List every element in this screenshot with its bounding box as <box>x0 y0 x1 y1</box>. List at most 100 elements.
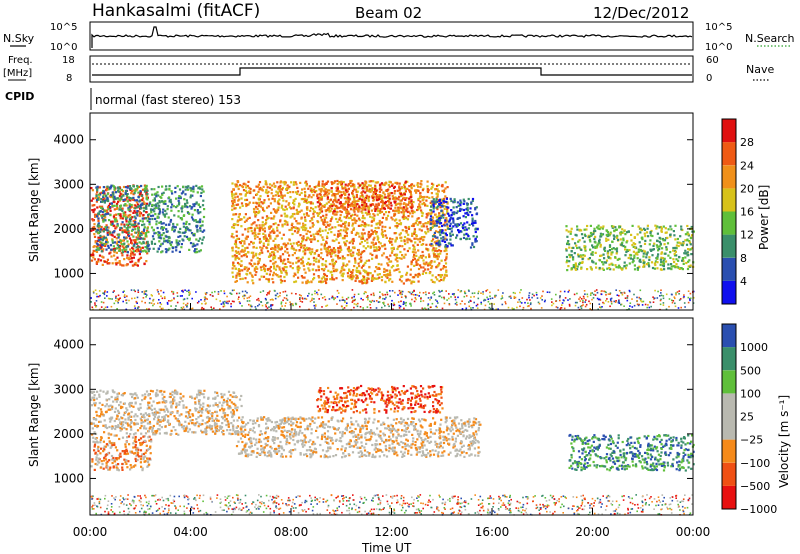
power-echo-cell <box>415 298 417 301</box>
power-echo-cell <box>390 260 393 263</box>
power-echo-cell <box>617 266 620 269</box>
power-echo-cell <box>115 251 118 254</box>
power-echo-cell <box>163 237 166 240</box>
power-echo-cell <box>622 239 625 242</box>
power-echo-cell <box>395 268 398 271</box>
power-echo-cell <box>372 203 375 206</box>
power-echo-cell <box>121 231 124 234</box>
power-echo-cell <box>403 240 406 243</box>
power-echo-cell <box>657 290 659 293</box>
power-echo-cell <box>565 225 568 228</box>
power-echo-cell <box>280 303 283 305</box>
power-echo-cell <box>107 199 110 202</box>
power-echo-cell <box>286 247 289 251</box>
power-echo-cell <box>257 197 260 200</box>
power-echo-cell <box>388 197 391 200</box>
power-echo-cell <box>130 233 133 236</box>
power-echo-cell <box>324 188 327 191</box>
power-echo-cell <box>132 220 135 223</box>
power-echo-cell <box>347 202 350 205</box>
power-echo-cell <box>289 261 292 264</box>
power-echo-cell <box>689 237 692 240</box>
power-echo-cell <box>264 223 267 226</box>
power-echo-cell <box>192 190 195 193</box>
power-echo-cell <box>242 250 245 253</box>
power-echo-cell <box>139 205 142 208</box>
power-echo-cell <box>256 193 259 196</box>
power-echo-cell <box>388 279 391 282</box>
power-echo-cell <box>396 189 399 192</box>
power-echo-cell <box>468 223 471 226</box>
power-echo-cell <box>339 210 342 213</box>
power-echo-cell <box>298 210 301 213</box>
power-echo-cell <box>189 242 193 245</box>
power-echo-cell <box>435 247 438 250</box>
power-echo-cell <box>234 240 237 243</box>
power-echo-cell <box>680 267 683 270</box>
power-echo-cell <box>129 206 132 209</box>
power-echo-cell <box>408 279 411 282</box>
power-echo-cell <box>269 252 272 255</box>
power-echo-cell <box>348 241 351 244</box>
power-echo-cell <box>97 260 100 263</box>
power-echo-cell <box>393 190 396 193</box>
power-echo-cell <box>158 200 161 203</box>
power-echo-cell <box>647 261 650 265</box>
power-echo-cell <box>653 262 656 265</box>
power-echo-cell <box>325 191 328 194</box>
power-echo-cell <box>132 245 135 248</box>
power-echo-cell <box>118 244 121 247</box>
power-echo-cell <box>335 269 338 273</box>
power-echo-cell <box>402 214 405 217</box>
power-echo-cell <box>436 184 439 188</box>
power-echo-cell <box>138 214 141 218</box>
power-echo-cell <box>620 267 623 270</box>
power-echo-cell <box>384 234 387 237</box>
power-echo-cell <box>194 251 197 254</box>
power-echo-cell <box>196 251 199 254</box>
nsky-panel-frame <box>89 21 694 51</box>
power-echo-cell <box>197 187 200 190</box>
power-echo-cell <box>126 196 129 199</box>
power-echo-cell <box>591 251 594 254</box>
power-echo-cell <box>309 238 312 241</box>
power-echo-cell <box>317 254 320 257</box>
power-echo-cell <box>398 189 401 192</box>
power-echo-cell <box>246 217 249 220</box>
power-echo-cell <box>130 205 133 208</box>
power-echo-cell <box>456 201 459 204</box>
power-echo-cell <box>594 235 597 238</box>
power-echo-cell <box>277 194 280 197</box>
power-echo-cell <box>320 277 323 280</box>
power-echo-cell <box>424 204 427 207</box>
power-echo-cell <box>183 231 186 234</box>
power-echo-cell <box>302 228 305 231</box>
power-echo-cell <box>296 271 299 274</box>
power-echo-cell <box>331 216 334 219</box>
power-echo-cell <box>107 204 110 207</box>
power-echo-cell <box>450 199 453 203</box>
power-echo-cell <box>348 276 351 279</box>
power-echo-cell <box>568 289 570 292</box>
power-echo-cell <box>325 265 328 268</box>
power-echo-cell <box>389 241 392 244</box>
power-echo-cell <box>449 222 452 225</box>
power-echo-cell <box>153 207 156 210</box>
power-echo-cell <box>129 210 132 213</box>
power-echo-cell <box>656 257 659 260</box>
power-echo-cell <box>390 247 393 250</box>
power-echo-cell <box>333 180 337 183</box>
power-echo-cell <box>235 279 238 283</box>
power-echo-cell <box>230 235 233 238</box>
power-echo-cell <box>341 296 344 299</box>
power-echo-cell <box>271 197 274 200</box>
power-echo-cell <box>566 269 569 272</box>
power-echo-cell <box>151 217 154 221</box>
power-echo-cell <box>152 199 155 202</box>
power-echo-cell <box>272 194 275 198</box>
power-echo-cell <box>691 247 694 250</box>
power-echo-cell <box>99 234 102 237</box>
power-echo-cell <box>475 206 478 209</box>
power-echo-cell <box>159 195 162 198</box>
power-echo-cell <box>116 240 119 243</box>
